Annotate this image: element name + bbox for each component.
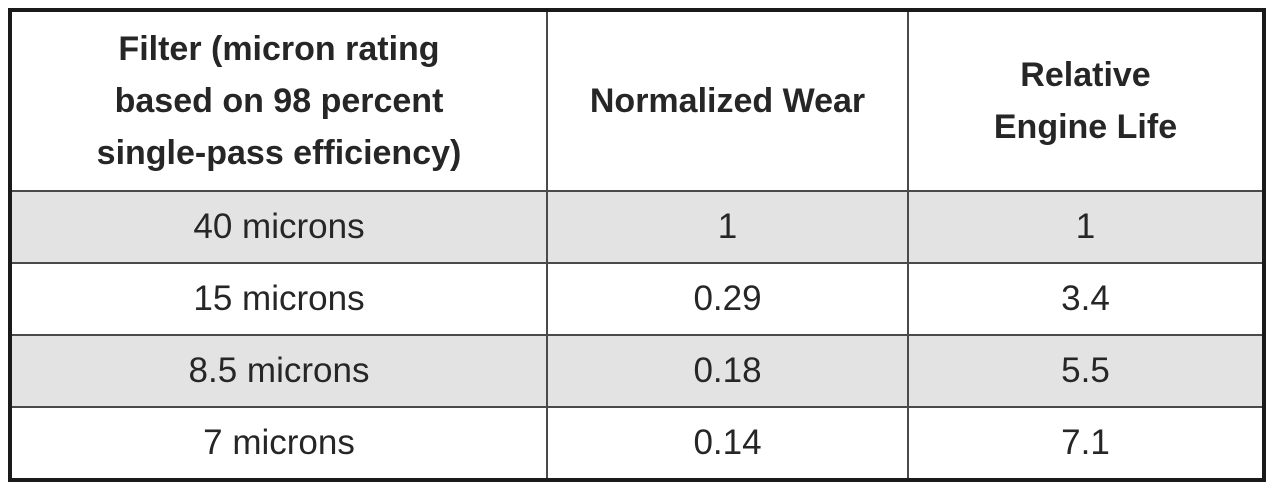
cell-normalized-wear: 1 xyxy=(546,190,909,264)
cell-normalized-wear: 0.14 xyxy=(546,406,909,481)
cell-filter: 15 microns xyxy=(9,262,548,336)
header-relative-engine-life: Relative Engine Life xyxy=(907,9,1265,192)
cell-filter: 8.5 microns xyxy=(9,334,548,408)
cell-normalized-wear: 0.29 xyxy=(546,262,909,336)
cell-relative-engine-life: 3.4 xyxy=(907,262,1265,336)
table-row: 15 microns 0.29 3.4 xyxy=(9,262,1265,336)
header-filter: Filter (micron rating based on 98 percen… xyxy=(9,9,548,192)
cell-relative-engine-life: 7.1 xyxy=(907,406,1265,481)
header-life-line-1: Relative xyxy=(1020,56,1151,94)
header-filter-line-1: Filter (micron rating xyxy=(118,30,440,68)
header-filter-line-3: single-pass efficiency) xyxy=(96,134,462,172)
header-normalized-wear: Normalized Wear xyxy=(546,9,909,192)
table-row: 8.5 microns 0.18 5.5 xyxy=(9,334,1265,408)
filter-wear-table: Filter (micron rating based on 98 percen… xyxy=(8,8,1266,482)
cell-relative-engine-life: 1 xyxy=(907,190,1265,264)
cell-normalized-wear: 0.18 xyxy=(546,334,909,408)
table-row: 40 microns 1 1 xyxy=(9,190,1265,264)
header-row: Filter (micron rating based on 98 percen… xyxy=(9,9,1265,192)
cell-relative-engine-life: 5.5 xyxy=(907,334,1265,408)
cell-filter: 40 microns xyxy=(9,190,548,264)
table-row: 7 microns 0.14 7.1 xyxy=(9,406,1265,481)
cell-filter: 7 microns xyxy=(9,406,548,481)
header-filter-line-2: based on 98 percent xyxy=(114,82,444,120)
header-life-line-2: Engine Life xyxy=(993,108,1178,146)
